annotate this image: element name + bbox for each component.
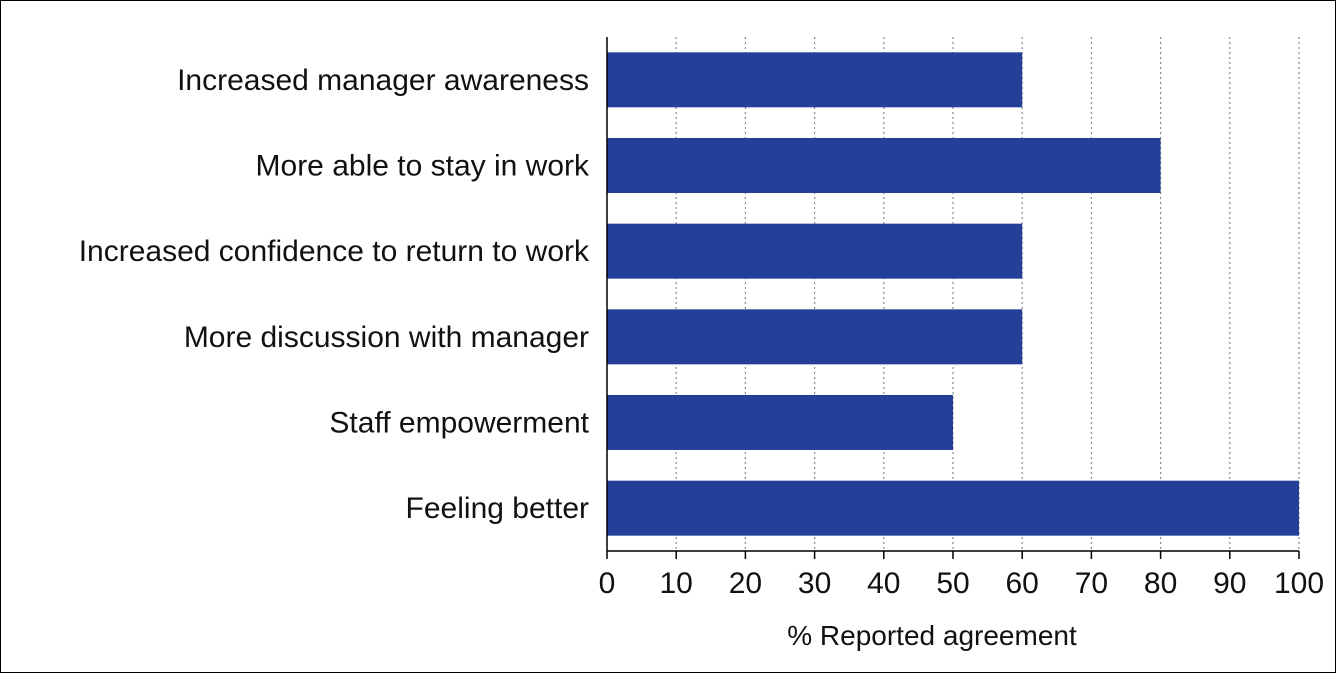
grid-lines	[675, 37, 1300, 551]
x-tick-label: 90	[1213, 567, 1246, 600]
x-tick-label: 100	[1274, 567, 1324, 600]
axes	[606, 37, 1300, 559]
category-label: Increased confidence to return to work	[79, 235, 590, 268]
bar	[607, 223, 1023, 279]
x-tick-label: 50	[936, 567, 969, 600]
bar	[607, 395, 953, 450]
x-axis-title: % Reported agreement	[787, 620, 1077, 651]
category-label: Feeling better	[406, 492, 589, 525]
x-tick-label: 40	[867, 567, 900, 600]
bar	[607, 309, 1023, 365]
x-tick-label: 80	[1144, 567, 1177, 600]
category-label: Increased manager awareness	[177, 64, 589, 97]
x-tick-labels: 0 10 20 30 40 50 60 70 80 90 100	[599, 567, 1324, 600]
x-tick-label: 0	[599, 567, 616, 600]
bar	[607, 138, 1161, 193]
bar	[607, 52, 1023, 108]
category-label: More discussion with manager	[184, 321, 589, 354]
category-label: Staff empowerment	[329, 407, 589, 440]
bars	[607, 52, 1299, 536]
category-labels: Increased manager awareness More able to …	[79, 64, 590, 525]
category-label: More able to stay in work	[256, 150, 590, 183]
bar	[607, 480, 1299, 536]
x-tick-label: 10	[660, 567, 693, 600]
x-tick-label: 60	[1006, 567, 1039, 600]
x-tick-label: 70	[1075, 567, 1108, 600]
x-tick-label: 20	[729, 567, 762, 600]
x-tick-label: 30	[798, 567, 831, 600]
